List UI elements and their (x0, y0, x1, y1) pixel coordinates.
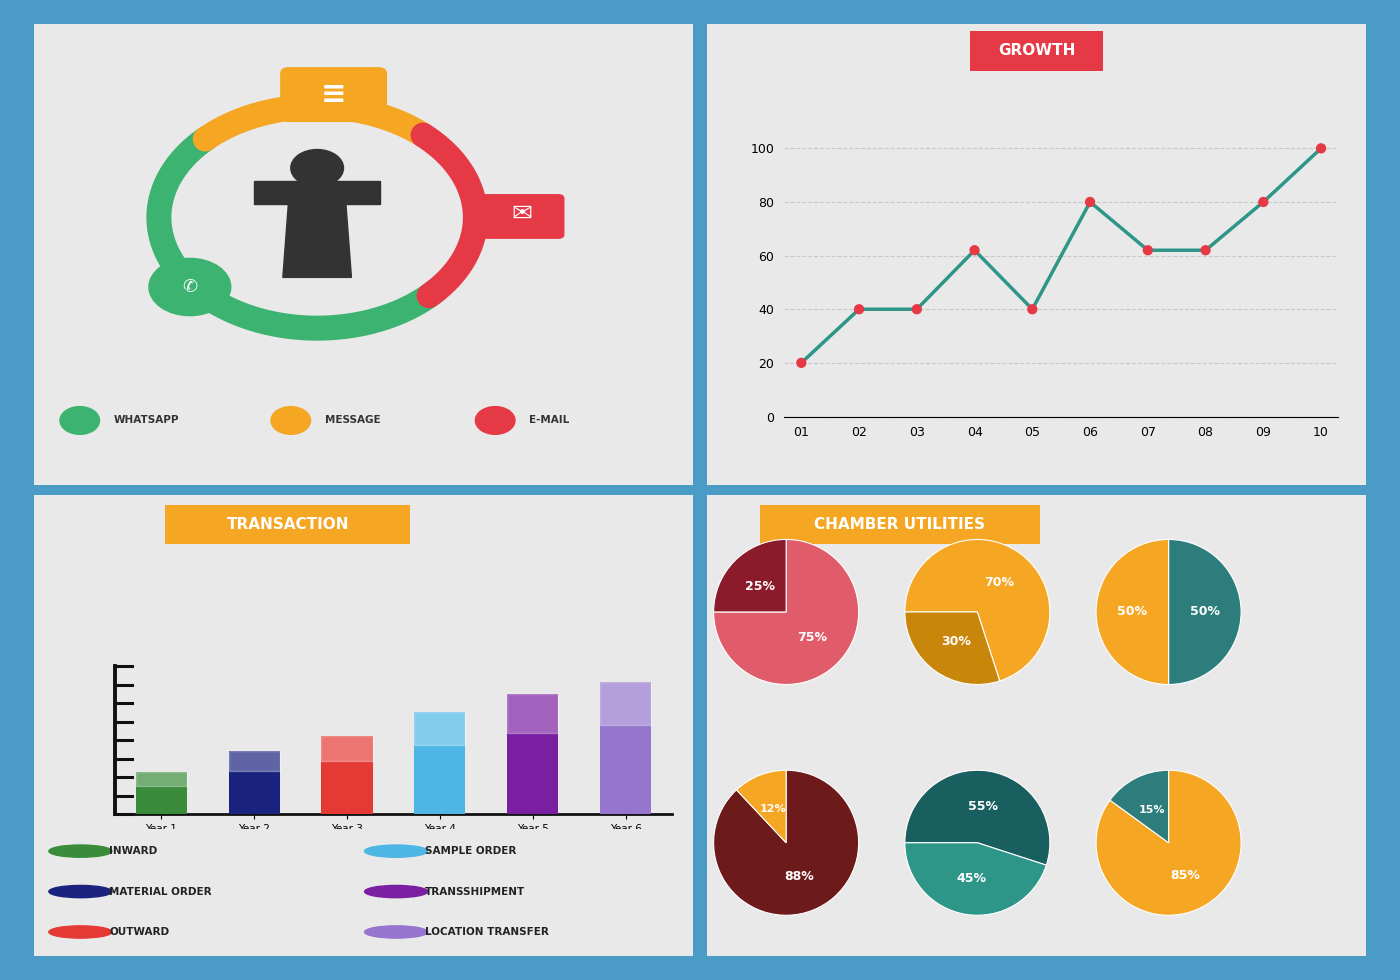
Point (1021, 302, 1043, 318)
Bar (228, 752, 280, 814)
Wedge shape (1096, 539, 1169, 684)
FancyBboxPatch shape (281, 68, 386, 122)
Point (1310, 140, 1333, 156)
Circle shape (476, 407, 515, 434)
Text: LOCATION TRANSFER: LOCATION TRANSFER (426, 927, 549, 937)
Text: ✉: ✉ (512, 202, 533, 226)
Text: 55%: 55% (967, 801, 998, 813)
Bar (507, 694, 559, 733)
Text: INWARD: INWARD (109, 846, 158, 857)
Wedge shape (904, 539, 1050, 681)
Wedge shape (714, 539, 858, 684)
Text: MESSAGE: MESSAGE (325, 416, 381, 425)
Circle shape (148, 259, 231, 316)
Circle shape (49, 886, 112, 898)
Text: 25%: 25% (745, 580, 776, 593)
Circle shape (364, 886, 428, 898)
Text: TRANSACTION: TRANSACTION (227, 516, 349, 532)
Bar (414, 712, 465, 814)
Bar (322, 736, 372, 814)
Text: ≡: ≡ (321, 79, 346, 109)
Point (1252, 194, 1274, 210)
Bar (228, 752, 280, 771)
Wedge shape (904, 612, 1000, 684)
Point (1137, 242, 1159, 258)
Bar (255, 181, 379, 204)
Text: MATERIAL ORDER: MATERIAL ORDER (109, 887, 213, 897)
Wedge shape (904, 843, 1046, 915)
Circle shape (364, 926, 428, 938)
FancyBboxPatch shape (480, 195, 564, 238)
Polygon shape (283, 190, 351, 277)
Text: 12%: 12% (759, 804, 785, 814)
Text: E-MAIL: E-MAIL (529, 416, 570, 425)
Point (963, 242, 986, 258)
Circle shape (364, 845, 428, 858)
Text: 45%: 45% (956, 872, 987, 885)
Circle shape (291, 150, 343, 186)
Text: 30%: 30% (941, 635, 972, 648)
Wedge shape (714, 770, 858, 915)
Wedge shape (904, 770, 1050, 865)
Wedge shape (1096, 770, 1240, 915)
Text: WHATSAPP: WHATSAPP (113, 416, 179, 425)
Bar (601, 682, 651, 724)
Wedge shape (1169, 539, 1242, 684)
Bar (322, 736, 372, 761)
Text: 85%: 85% (1170, 868, 1200, 882)
Text: 75%: 75% (797, 631, 827, 644)
Bar (136, 772, 186, 786)
Text: OUTWARD: OUTWARD (109, 927, 169, 937)
Circle shape (60, 407, 99, 434)
Text: GROWTH: GROWTH (998, 43, 1075, 59)
Text: TRANSSHIPMENT: TRANSSHIPMENT (426, 887, 525, 897)
Point (906, 302, 928, 318)
Wedge shape (1110, 770, 1169, 843)
Bar (507, 694, 559, 814)
Bar (414, 712, 465, 745)
Text: ✆: ✆ (182, 278, 197, 296)
Point (790, 355, 812, 370)
Bar (136, 772, 186, 814)
Bar (601, 682, 651, 814)
Text: CHAMBER UTILITIES: CHAMBER UTILITIES (815, 516, 986, 532)
Text: SAMPLE ORDER: SAMPLE ORDER (426, 846, 517, 857)
Text: 50%: 50% (1117, 606, 1148, 618)
Text: 50%: 50% (1190, 606, 1219, 618)
Point (848, 302, 871, 318)
Wedge shape (736, 770, 787, 843)
Circle shape (49, 926, 112, 938)
Point (1194, 242, 1217, 258)
Circle shape (272, 407, 311, 434)
Circle shape (49, 845, 112, 858)
Point (1079, 194, 1102, 210)
Text: 88%: 88% (784, 870, 815, 883)
Text: 70%: 70% (984, 576, 1014, 589)
Wedge shape (714, 539, 787, 612)
Text: 15%: 15% (1138, 806, 1165, 815)
